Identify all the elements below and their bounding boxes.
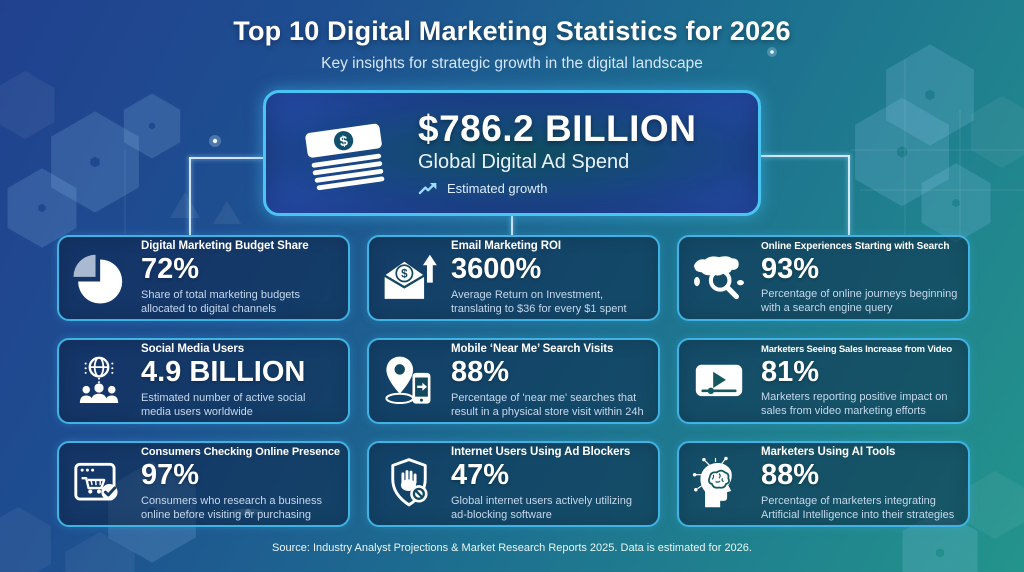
hero-card: $ $786.2 BILLION Global Digital Ad Spend… [263, 90, 761, 216]
connector-right-horizontal [761, 155, 850, 157]
stat-value: 97% [141, 459, 200, 492]
connector-right-vertical [848, 155, 850, 235]
hero-note: Estimated growth [447, 181, 548, 197]
stat-description: Percentage of marketers integrating Arti… [761, 494, 955, 521]
stat-description: Global internet users actively utilizing… [451, 494, 632, 521]
globe-search-icon [687, 246, 751, 310]
source-footer: Source: Industry Analyst Projections & M… [272, 542, 752, 554]
ai-brain-icon [687, 452, 751, 516]
stat-description: Percentage of 'near me' searches that re… [451, 391, 644, 418]
connector-left-vertical [189, 157, 191, 235]
stat-card-social-users: Social Media Users 4.9 BILLION Estimated… [57, 338, 350, 424]
connector-left-horizontal [189, 157, 263, 159]
hero-label: Global Digital Ad Spend [418, 151, 630, 174]
connector-center-vertical [511, 216, 513, 235]
money-stack-icon: $ [296, 103, 396, 203]
stat-value: 93% [761, 252, 820, 285]
stat-value: 81% [761, 355, 820, 388]
email-roi-icon: $ [377, 246, 441, 310]
stat-description: Share of total marketing budgets allocat… [141, 288, 300, 315]
svg-text:$: $ [401, 267, 408, 280]
stat-title: Marketers Seeing Sales Increase from Vid… [761, 343, 953, 355]
hero-value: $786.2 BILLION [418, 107, 697, 149]
stat-value: 47% [451, 459, 510, 492]
stat-card-budget-share: Digital Marketing Budget Share 72% Share… [57, 235, 350, 321]
stat-title: Online Experiences Starting with Search [761, 240, 950, 252]
stat-value: 88% [761, 459, 820, 492]
stat-description: Percentage of online journeys beginning … [761, 288, 958, 315]
stat-description: Average Return on Investment, translatin… [451, 288, 627, 315]
stat-value: 4.9 BILLION [141, 356, 306, 389]
stat-title: Email Marketing ROI [451, 240, 561, 253]
location-phone-icon [377, 349, 441, 413]
video-player-icon [687, 349, 751, 413]
trend-up-icon [418, 183, 437, 195]
pie-chart-icon [67, 246, 131, 310]
social-users-icon [67, 349, 131, 413]
stat-card-search-start: Online Experiences Starting with Search … [677, 235, 970, 321]
stat-title: Internet Users Using Ad Blockers [451, 446, 631, 459]
stat-card-near-me: Mobile ‘Near Me’ Search Visits 88% Perce… [367, 338, 660, 424]
stats-grid: Digital Marketing Budget Share 72% Share… [57, 235, 970, 527]
page-title: Top 10 Digital Marketing Statistics for … [233, 16, 791, 46]
browser-cart-icon [67, 452, 131, 516]
stat-title: Mobile ‘Near Me’ Search Visits [451, 343, 614, 356]
stat-description: Marketers reporting positive impact on s… [761, 391, 948, 418]
stat-card-video-sales: Marketers Seeing Sales Increase from Vid… [677, 338, 970, 424]
svg-text:$: $ [339, 133, 349, 150]
shield-block-icon [377, 452, 441, 516]
stat-title: Digital Marketing Budget Share [141, 240, 309, 253]
stat-card-online-presence: Consumers Checking Online Presence 97% C… [57, 441, 350, 527]
stat-title: Social Media Users [141, 343, 245, 356]
stat-description: Estimated number of active social media … [141, 391, 306, 418]
stat-card-ai-tools: Marketers Using AI Tools 88% Percentage … [677, 441, 970, 527]
stat-card-ad-blockers: Internet Users Using Ad Blockers 47% Glo… [367, 441, 660, 527]
stat-value: 72% [141, 253, 200, 286]
stat-title: Marketers Using AI Tools [761, 446, 896, 459]
page-subtitle: Key insights for strategic growth in the… [321, 55, 703, 72]
stat-value: 3600% [451, 253, 542, 286]
stat-title: Consumers Checking Online Presence [141, 446, 340, 459]
stat-value: 88% [451, 356, 510, 389]
stat-card-email-roi: $ Email Marketing ROI 3600% Average Retu… [367, 235, 660, 321]
stat-description: Consumers who research a business online… [141, 494, 322, 521]
